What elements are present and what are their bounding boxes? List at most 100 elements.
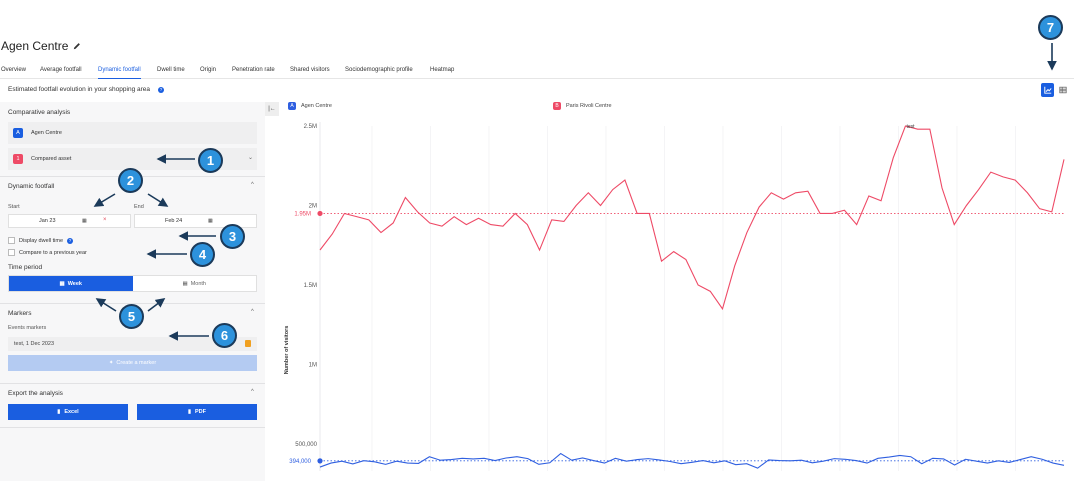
collapse-icon[interactable]: |← [265,102,279,116]
asset-row-a: A Agen Centre [8,122,257,144]
compared-asset-select[interactable]: 1 Compared asset ⌄ [8,148,257,170]
tab-bar: Overview Average footfall Dynamic footfa… [0,63,1074,79]
tab-heatmap[interactable]: Heatmap [430,67,455,73]
pdf-label: PDF [195,409,207,415]
annotation-4: 4 [190,242,215,267]
start-date-input[interactable]: Jan 23 ▦ × [8,214,131,228]
subtitle-text: Estimated footfall evolution in your sho… [8,86,151,93]
legend-item-b[interactable]: B Paris Rivoli Centre [553,102,612,110]
section-subtitle: Estimated footfall evolution in your sho… [8,86,165,93]
annotation-2: 2 [118,168,143,193]
month-button[interactable]: ▦ Month [133,276,257,291]
tab-dynamic-footfall[interactable]: Dynamic footfall [98,63,141,79]
file-icon: ▮ [187,409,192,415]
y-tick-label: 1M [309,363,317,369]
average-label-1: 1.95M [294,211,311,217]
compare-previous-year-checkbox[interactable] [8,249,15,256]
average-label-0: 394,000 [289,459,311,465]
pdf-export-button[interactable]: ▮ PDF [137,404,257,420]
y-axis-label: Number of visitors [284,326,290,375]
annotation-3: 3 [220,224,245,249]
end-label: End [134,204,144,210]
legend-label-a: Agen Centre [301,103,332,109]
legend-item-a[interactable]: A Agen Centre [288,102,332,110]
week-button-label: Week [67,280,82,287]
clear-icon[interactable]: × [103,217,107,223]
page-title: Agen Centre [1,39,81,53]
tab-average-footfall[interactable]: Average footfall [40,67,82,73]
tab-overview[interactable]: Overview [1,67,27,73]
create-marker-label: Create a marker [116,360,157,366]
y-tick-label: 2.5M [304,124,317,130]
legend-badge-a: A [288,102,296,110]
time-period-label: Time period [8,264,43,271]
pencil-icon[interactable] [73,42,81,50]
comparative-analysis-title: Comparative analysis [8,109,71,116]
annotation-6: 6 [212,323,237,348]
dwell-time-toggle[interactable]: Display dwell time ? [8,237,74,244]
events-markers-label: Events markers [8,325,47,331]
excel-label: Excel [64,409,79,415]
create-marker-button[interactable]: ✦ Create a marker [8,355,257,371]
tab-dwell-time[interactable]: Dwell time [157,67,185,73]
tab-penetration-rate[interactable]: Penetration rate [232,67,275,73]
compared-asset-label: Compared asset [31,156,72,162]
calendar-icon[interactable]: ▦ [208,218,213,224]
markers-title: Markers [8,310,32,317]
info-icon[interactable]: ? [158,86,165,93]
dwell-time-checkbox[interactable] [8,237,15,244]
excel-export-button[interactable]: ▮ Excel [8,404,128,420]
start-label: Start [8,204,20,210]
event-marker-label: test [906,124,915,130]
dwell-time-label: Display dwell time [19,237,64,244]
annotation-5: 5 [119,304,144,329]
divider [0,383,265,384]
asset-badge-1: 1 [13,154,23,164]
pin-icon: ✦ [108,360,114,366]
start-date-value: Jan 23 [39,218,56,224]
page-title-text: Agen Centre [1,39,69,53]
chevron-up-icon[interactable]: ^ [251,309,254,315]
tab-sociodemographic-profile[interactable]: Sociodemographic profile [345,67,413,73]
table-icon[interactable] [1056,83,1069,97]
legend-label-b: Paris Rivoli Centre [566,103,612,109]
series-line-1 [319,125,1065,311]
compare-previous-year-toggle[interactable]: Compare to a previous year [8,249,87,256]
divider [0,303,265,304]
chevron-up-icon[interactable]: ^ [251,389,254,395]
calendar-icon[interactable]: ▦ [82,218,87,224]
chevron-down-icon[interactable]: ⌄ [248,155,254,161]
marker-item-text: test, 1 Dec 2023 [14,341,55,347]
y-tick-label: 1.5M [304,283,317,289]
y-tick-label: 500,000 [295,442,317,448]
end-date-value: Feb 24 [165,218,183,224]
annotation-1: 1 [198,148,223,173]
compare-previous-year-label: Compare to a previous year [19,249,87,256]
tab-shared-visitors[interactable]: Shared visitors [290,67,330,73]
month-button-label: Month [190,280,206,287]
asset-badge-a: A [13,128,23,138]
annotation-7: 7 [1038,15,1063,40]
marker-item[interactable]: test, 1 Dec 2023 [8,337,257,351]
time-period-selector: ▦ Week ▦ Month [8,275,257,292]
asset-label: Agen Centre [31,130,62,136]
trash-icon[interactable] [245,340,251,347]
file-icon: ▮ [57,409,61,415]
average-marker-0 [317,458,323,464]
dynamic-footfall-title: Dynamic footfall [8,183,55,190]
export-title: Export the analysis [8,390,63,397]
info-icon[interactable]: ? [67,237,74,244]
calendar-icon: ▦ [182,280,188,287]
week-button[interactable]: ▦ Week [9,276,133,291]
divider [0,427,265,428]
series-line-0 [319,452,1065,469]
tab-origin[interactable]: Origin [200,67,217,73]
line-chart-icon[interactable] [1041,83,1054,97]
chevron-up-icon[interactable]: ^ [251,182,254,188]
calendar-icon: ▦ [59,280,65,287]
average-marker-1 [317,210,323,217]
legend-badge-b: B [553,102,561,110]
y-tick-label: 2M [309,204,317,210]
